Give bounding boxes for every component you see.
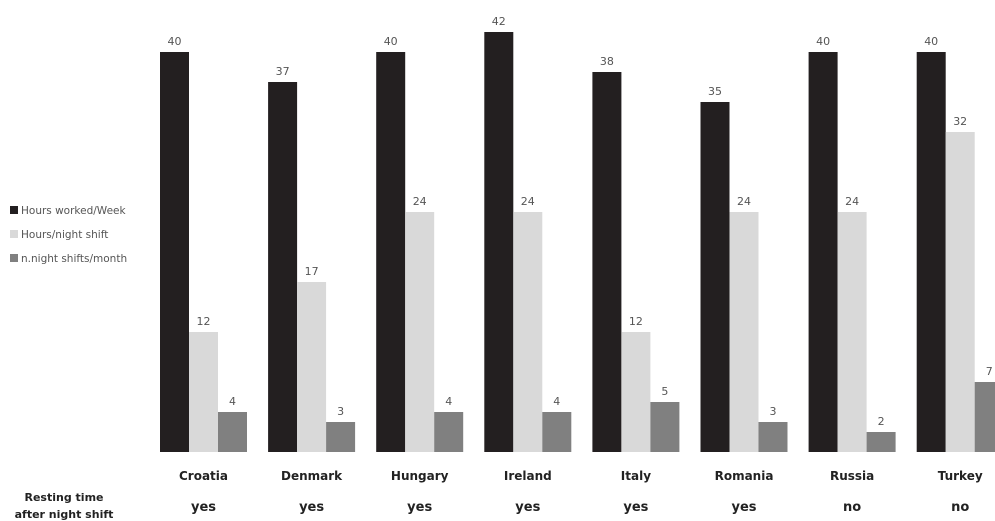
- category-label-turkey: Turkey: [938, 469, 983, 483]
- category-label-romania: Romania: [715, 469, 774, 483]
- category-label-denmark: Denmark: [281, 469, 343, 483]
- resting-time-row: Resting time after night shift yes yes yes…: [15, 491, 970, 521]
- value-label-russia-series-2: 24: [845, 195, 859, 208]
- value-label-ireland-series-1: 42: [492, 15, 506, 28]
- value-label-denmark-series-2: 17: [305, 265, 319, 278]
- legend-swatch-series-3: [10, 254, 18, 262]
- bar-romania-series-3: [758, 422, 788, 452]
- value-labels: 40 12 4 37 17 3 40 24 4 42 24 4 38 12 5 35 24 3 40 24 2 40 32 7: [168, 15, 993, 428]
- value-label-denmark-series-1: 37: [276, 65, 290, 78]
- bar-russia-series-1: [808, 52, 838, 452]
- bar-italy-series-3: [650, 402, 680, 452]
- bar-denmark-series-1: [268, 82, 298, 452]
- value-label-romania-series-3: 3: [770, 405, 777, 418]
- bar-denmark-series-2: [297, 282, 327, 452]
- bar-hungary-series-2: [405, 212, 435, 452]
- value-label-italy-series-1: 38: [600, 55, 614, 68]
- legend-label-series-1: Hours worked/Week: [21, 205, 126, 217]
- bar-turkey-series-2: [945, 132, 975, 452]
- category-label-croatia: Croatia: [179, 469, 228, 483]
- bar-russia-series-3: [866, 432, 896, 452]
- category-label-italy: Italy: [621, 469, 651, 483]
- bar-ireland-series-1: [484, 32, 514, 452]
- bar-turkey-series-1: [916, 52, 946, 452]
- resting-value-turkey: no: [951, 500, 969, 515]
- category-label-ireland: Ireland: [504, 469, 552, 483]
- value-label-italy-series-2: 12: [629, 315, 643, 328]
- bar-italy-series-1: [592, 72, 622, 452]
- bar-ireland-series-3: [542, 412, 572, 452]
- value-label-italy-series-3: 5: [661, 385, 668, 398]
- value-label-hungary-series-2: 24: [413, 195, 427, 208]
- bar-ireland-series-2: [513, 212, 543, 452]
- value-label-romania-series-2: 24: [737, 195, 751, 208]
- value-label-turkey-series-1: 40: [924, 35, 938, 48]
- resting-value-romania: yes: [731, 500, 756, 515]
- value-label-hungary-series-1: 40: [384, 35, 398, 48]
- legend-swatch-series-2: [10, 230, 18, 238]
- resting-value-russia: no: [843, 500, 861, 515]
- value-label-croatia-series-2: 12: [197, 315, 211, 328]
- bar-hungary-series-1: [376, 52, 406, 452]
- bar-romania-series-2: [729, 212, 759, 452]
- resting-value-denmark: yes: [299, 500, 324, 515]
- resting-value-italy: yes: [623, 500, 648, 515]
- bar-denmark-series-3: [326, 422, 356, 452]
- bar-hungary-series-3: [434, 412, 464, 452]
- bars: [160, 32, 995, 452]
- resting-value-croatia: yes: [191, 500, 216, 515]
- bar-croatia-series-1: [160, 52, 189, 452]
- bar-romania-series-1: [700, 102, 730, 452]
- legend: Hours worked/Week Hours/night shift n.nigh…: [10, 205, 127, 265]
- category-label-russia: Russia: [830, 469, 874, 483]
- resting-time-title-line2: after night shift: [15, 508, 114, 521]
- category-label-hungary: Hungary: [391, 469, 449, 483]
- value-label-croatia-series-1: 40: [168, 35, 182, 48]
- value-label-russia-series-1: 40: [816, 35, 830, 48]
- category-labels: Croatia Denmark Hungary Ireland Italy Romania…: [179, 469, 983, 483]
- value-label-croatia-series-3: 4: [229, 395, 236, 408]
- resting-value-ireland: yes: [515, 500, 540, 515]
- bar-russia-series-2: [837, 212, 867, 452]
- legend-label-series-3: n.night shifts/month: [21, 253, 127, 265]
- resting-time-title-line1: Resting time: [25, 491, 104, 504]
- bar-croatia-series-2: [189, 332, 218, 452]
- legend-swatch-series-1: [10, 206, 18, 214]
- value-label-denmark-series-3: 3: [337, 405, 344, 418]
- bar-croatia-series-3: [218, 412, 247, 452]
- resting-value-hungary: yes: [407, 500, 432, 515]
- value-label-hungary-series-3: 4: [445, 395, 452, 408]
- value-label-ireland-series-3: 4: [553, 395, 560, 408]
- legend-label-series-2: Hours/night shift: [21, 229, 108, 241]
- value-label-romania-series-1: 35: [708, 85, 722, 98]
- bar-italy-series-2: [621, 332, 651, 452]
- value-label-ireland-series-2: 24: [521, 195, 535, 208]
- value-label-russia-series-3: 2: [878, 415, 885, 428]
- value-label-turkey-series-3: 7: [986, 365, 993, 378]
- value-label-turkey-series-2: 32: [953, 115, 967, 128]
- bar-turkey-series-3: [974, 382, 995, 452]
